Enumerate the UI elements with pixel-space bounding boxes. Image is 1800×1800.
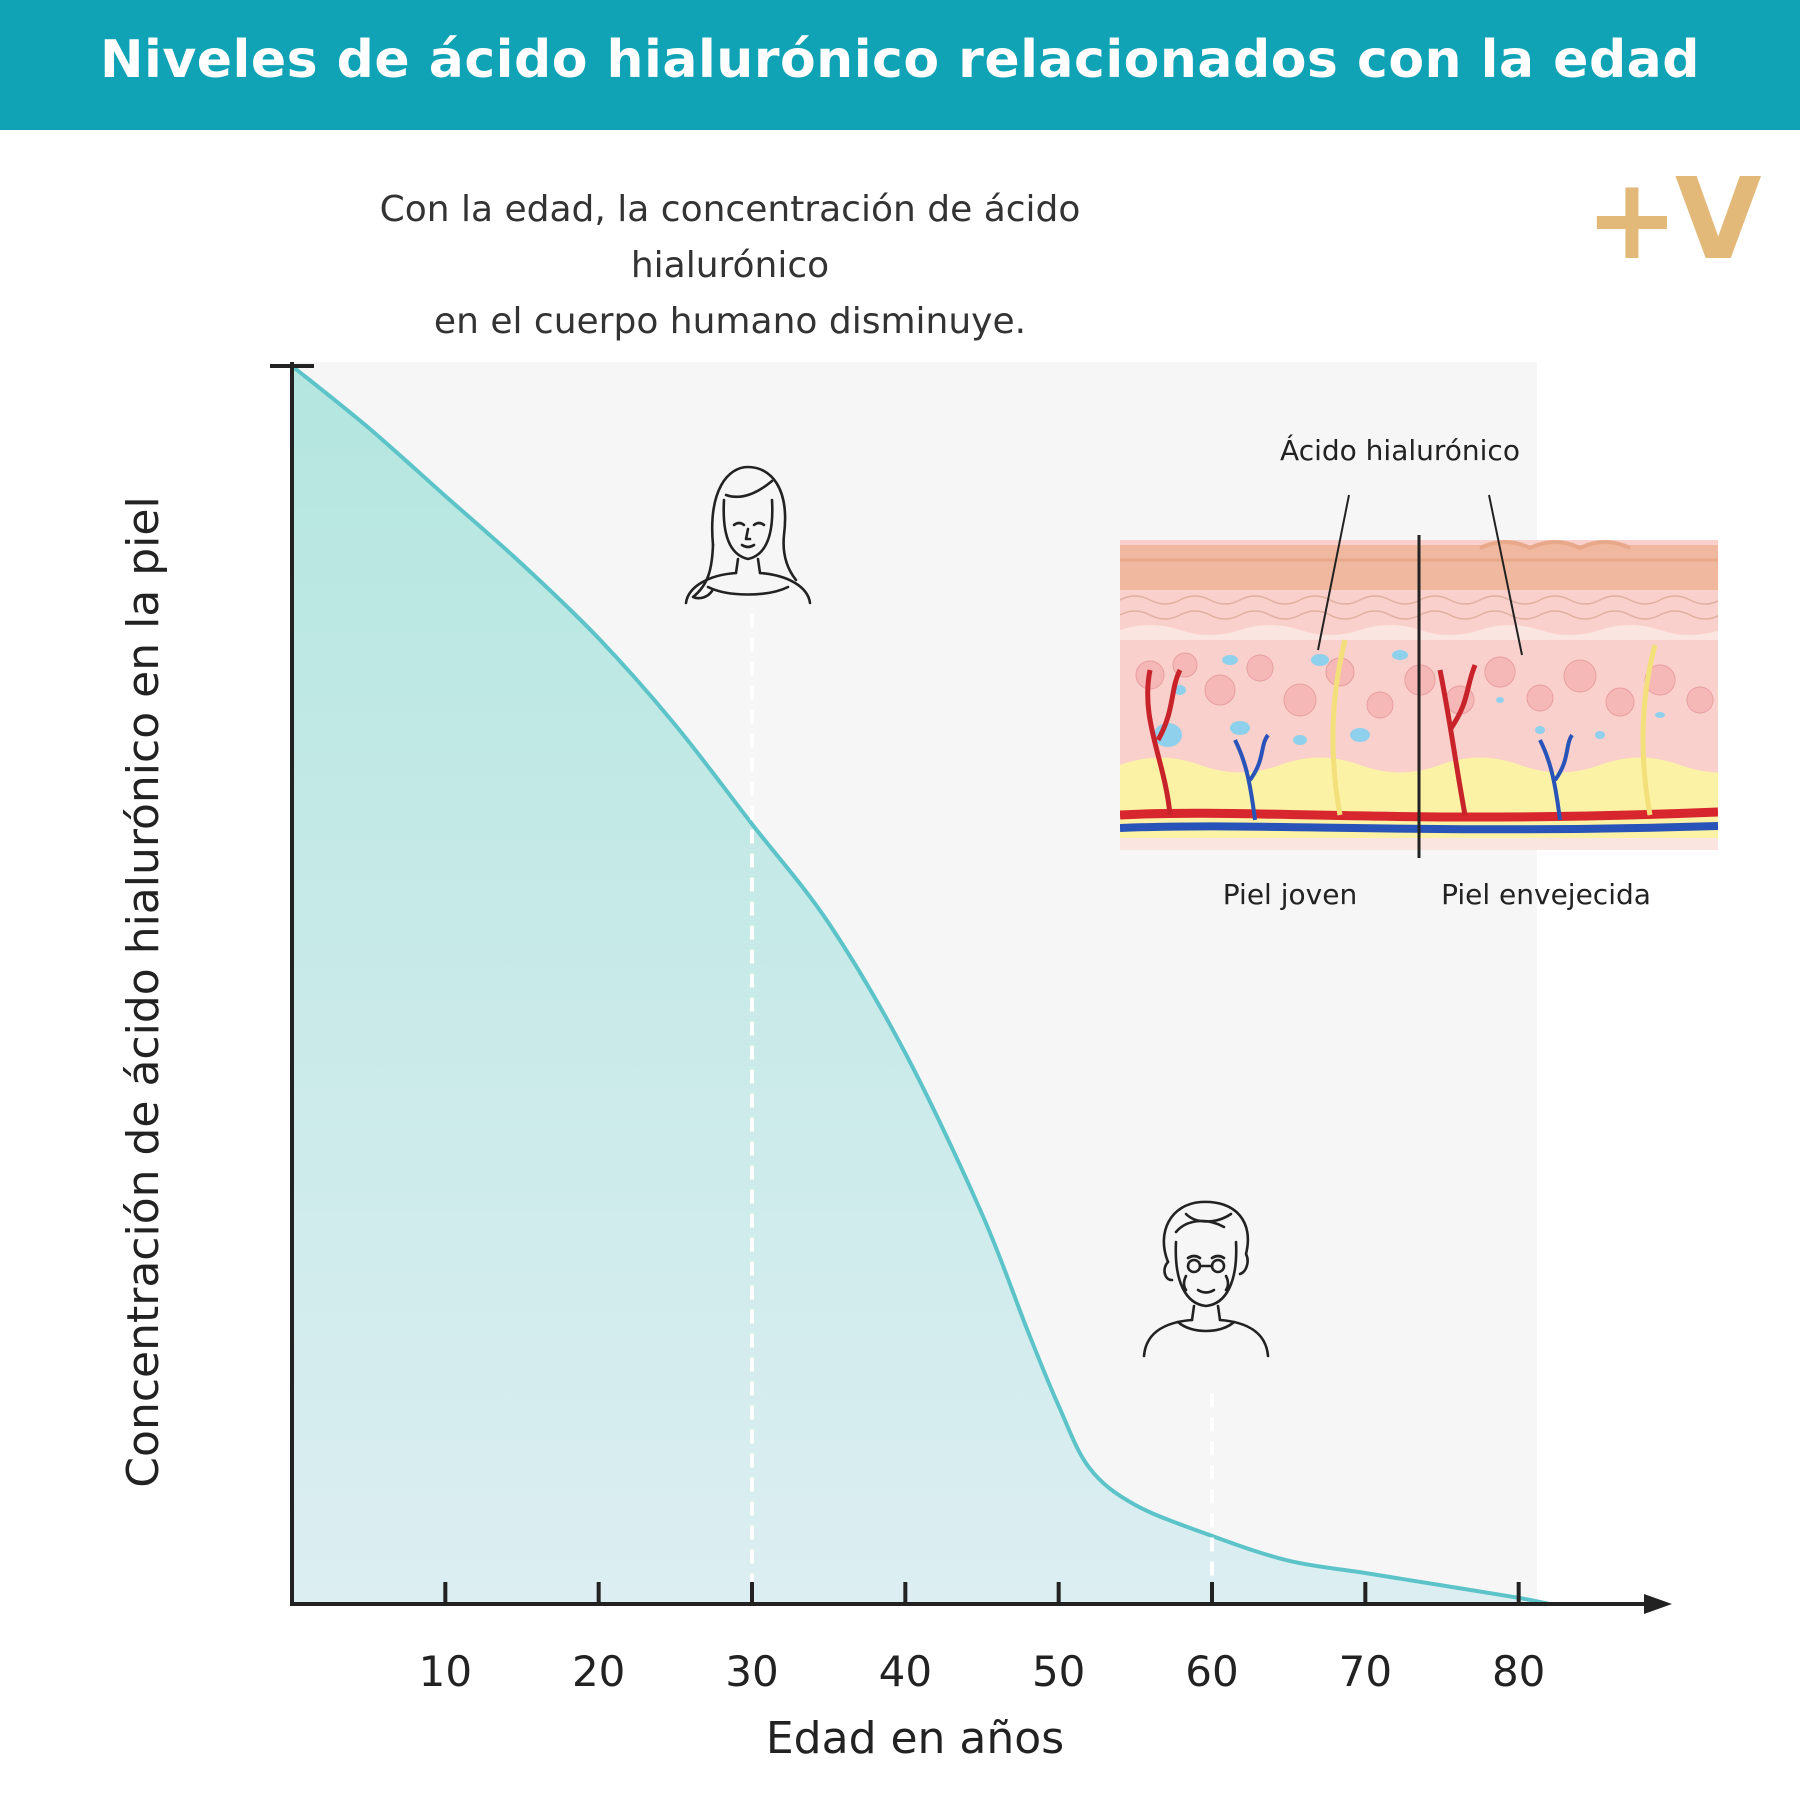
x-tick-label-30: 30 xyxy=(725,1647,778,1696)
guide-lines xyxy=(750,613,1214,1604)
inset-annotation: Ácido hialurónico xyxy=(1280,433,1520,467)
subtitle: Con la edad, la concentración de ácido h… xyxy=(300,182,1160,350)
inset-label-young: Piel joven xyxy=(1223,878,1357,911)
x-tick-label-40: 40 xyxy=(879,1647,932,1696)
x-tick-label-50: 50 xyxy=(1032,1647,1085,1696)
subtitle-line-1: Con la edad, la concentración de ácido h… xyxy=(379,189,1081,286)
area-layer xyxy=(290,364,1550,1606)
x-tick-label-10: 10 xyxy=(419,1647,472,1696)
x-tick-label-70: 70 xyxy=(1339,1647,1392,1696)
inset-label-aged: Piel envejecida xyxy=(1441,878,1651,911)
area-fill xyxy=(292,366,1550,1604)
skin-cross-section-illustration xyxy=(1120,494,1718,858)
x-tick-label-60: 60 xyxy=(1185,1647,1238,1696)
curve-line xyxy=(290,364,1550,1606)
x-tick-label-20: 20 xyxy=(572,1647,625,1696)
young-woman-icon xyxy=(684,465,812,605)
x-axis-arrowhead xyxy=(1644,1594,1672,1614)
y-axis-title: Concentración de ácido hialurónico en la… xyxy=(118,496,169,1487)
title-banner: Niveles de ácido hialurónico relacionado… xyxy=(0,0,1800,130)
elderly-woman-icon xyxy=(1142,1200,1270,1358)
page-title: Niveles de ácido hialurónico relacionado… xyxy=(100,30,1700,90)
x-axis-title: Edad en años xyxy=(766,1713,1064,1764)
x-tick-label-80: 80 xyxy=(1492,1647,1545,1696)
subtitle-line-2: en el cuerpo humano disminuye. xyxy=(433,301,1027,342)
brand-logo: +V xyxy=(1585,155,1762,285)
x-ticks: 10 20 30 40 50 60 70 80 xyxy=(419,1582,1545,1696)
